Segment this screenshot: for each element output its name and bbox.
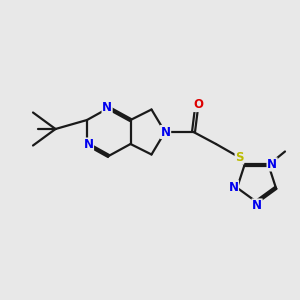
Text: S: S [235,151,244,164]
Text: O: O [193,98,203,112]
Text: N: N [102,101,112,114]
Text: N: N [160,125,171,139]
Text: N: N [267,158,277,171]
Text: N: N [229,181,238,194]
Text: N: N [252,199,262,212]
Text: N: N [83,138,94,151]
